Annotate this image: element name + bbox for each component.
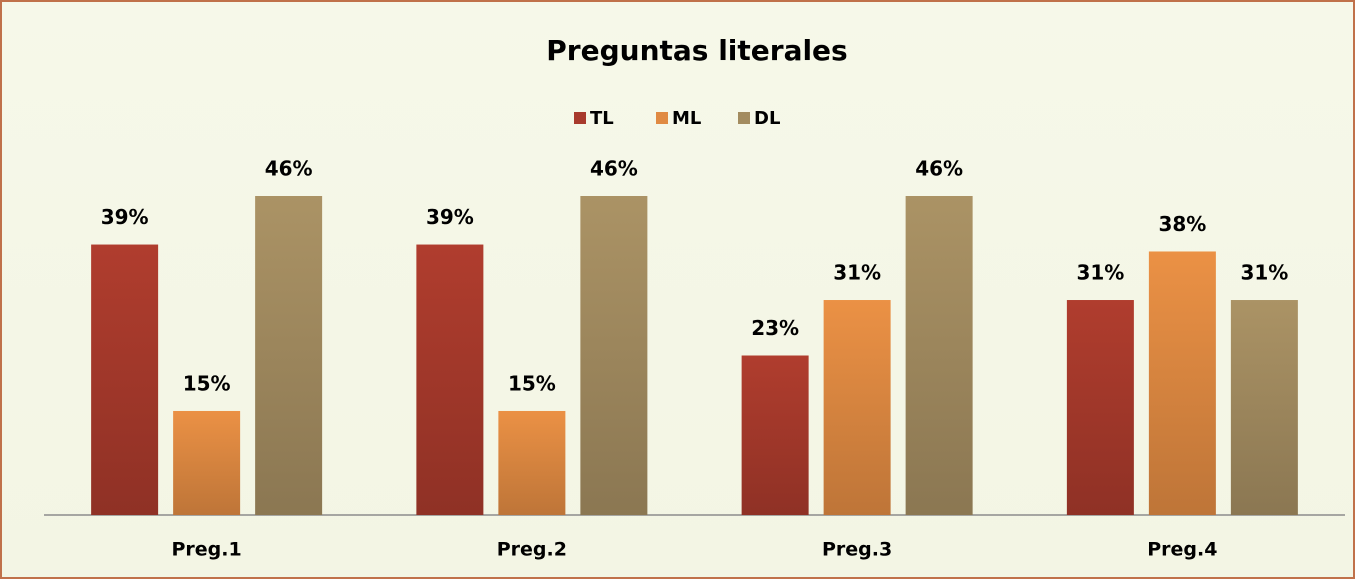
data-label: 31% — [1240, 261, 1288, 285]
bar — [905, 196, 973, 515]
bar — [173, 410, 241, 515]
data-label: 46% — [915, 157, 963, 181]
x-tick-label: Preg.4 — [1147, 539, 1217, 561]
data-label: 31% — [1076, 261, 1124, 285]
data-label: 38% — [1158, 212, 1206, 236]
data-label: 39% — [426, 205, 474, 229]
legend-swatch — [738, 112, 750, 124]
data-label: 31% — [833, 261, 881, 285]
bar — [416, 244, 484, 516]
legend-label: DL — [754, 108, 780, 129]
legend-swatch — [656, 112, 668, 124]
bar — [498, 410, 566, 515]
bar — [580, 196, 648, 515]
bar — [91, 244, 159, 516]
data-label: 23% — [751, 316, 799, 340]
data-label: 46% — [590, 157, 638, 181]
x-tick-label: Preg.1 — [172, 539, 242, 561]
data-label: 39% — [101, 205, 149, 229]
bar — [1148, 251, 1216, 515]
data-label: 15% — [183, 371, 231, 395]
bar — [1230, 300, 1298, 515]
bar — [255, 196, 323, 515]
bar — [1066, 300, 1134, 515]
data-label: 15% — [508, 371, 556, 395]
bar — [741, 355, 809, 515]
x-tick-label: Preg.3 — [822, 539, 892, 561]
bar — [823, 300, 891, 515]
legend-label: ML — [672, 108, 701, 129]
chart-title: Preguntas literales — [546, 34, 847, 67]
data-label: 46% — [265, 157, 313, 181]
x-tick-label: Preg.2 — [497, 539, 567, 561]
legend-swatch — [574, 112, 586, 124]
legend-label: TL — [590, 108, 614, 129]
